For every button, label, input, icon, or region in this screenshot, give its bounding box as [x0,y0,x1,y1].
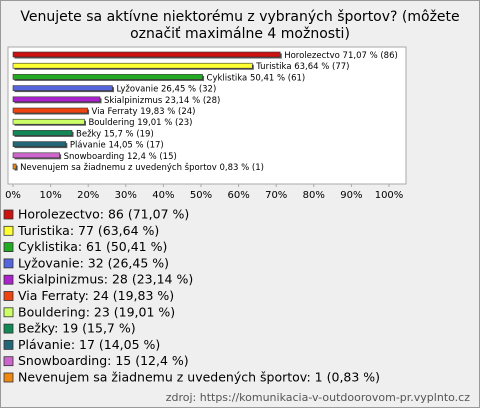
x-tick-label: 10% [39,190,61,201]
x-tick-label: 0% [5,190,21,201]
source: zdroj: https://komunikacia-v-outdoorovom… [166,391,471,404]
bar [12,118,85,125]
bar [12,62,253,69]
bar [12,163,17,170]
legend-swatch [3,339,14,350]
legend-label: Snowboarding: 15 (12,4 %) [18,353,189,368]
legend-label: Turistika: 77 (63,64 %) [17,223,159,238]
value-label: 50,41 % (61) [250,73,305,83]
plot-area [7,46,407,185]
bar-category: Skialpinizmus [104,95,163,105]
bar-category: Horolezectvo [284,51,340,61]
bar-label: Snowboarding 12,4 % (15) [64,151,177,161]
value-label: 12,4 % (15) [127,151,177,161]
value-label: 26,45 % (32) [161,84,216,94]
bar [12,85,113,91]
bar-label: Via Ferraty 19,83 % (24) [92,107,196,117]
x-tick-label: 60% [227,190,249,201]
bar-category: Snowboarding [64,151,125,161]
value-label: 14,05 % (17) [108,140,163,150]
legend-swatch [3,291,14,301]
legend-swatch [3,242,14,253]
legend-label: Bežky: 19 (15,7 %) [18,321,136,336]
legend-label: Via Ferraty: 24 (19,83 %) [18,288,174,303]
x-tick-label: 50% [190,190,212,201]
bar-category: Nevenujem sa žiadnemu z uvedených športo… [20,162,217,173]
bar-label: Lyžovanie 26,45 % (32) [116,84,216,94]
legend-label: Horolezectvo: 86 (71,07 %) [18,207,189,222]
x-tick-label: 30% [115,190,137,201]
bar [12,130,73,136]
bar-label: Nevenujem sa žiadnemu z uvedených športo… [20,162,264,173]
value-label: 0,83 % (1) [219,163,263,173]
legend-label: Cyklistika: 61 (50,41 %) [18,239,167,254]
x-tick-label: 80% [303,190,325,201]
value-label: 15,7 % (19) [104,129,154,139]
bar [12,141,67,147]
x-tick-label: 20% [77,190,99,201]
chart-title: označiť maximálne 4 možnosti) [130,26,350,42]
bar-label: Skialpinizmus 23,14 % (28) [104,95,220,105]
value-label: 19,83 % (24) [140,107,195,117]
bar [12,51,281,58]
bar [12,74,203,80]
value-label: 63,64 % (77) [294,62,349,72]
x-tick-label: 40% [152,190,174,201]
value-label: 23,14 % (28) [165,95,220,105]
legend-swatch [3,225,14,236]
legend-swatch [3,323,14,334]
bar-category: Bežky [76,129,101,139]
legend-swatch [3,372,14,383]
legend-label: Lyžovanie: 32 (26,45 %) [18,255,169,270]
bar-category: Cyklistika [207,73,248,83]
legend-swatch [3,356,14,367]
bar [12,96,101,103]
legend-label: Skialpinizmus: 28 (23,14 %) [18,272,193,287]
x-tick-label: 70% [265,190,287,201]
legend-swatch [3,209,14,220]
bar-label: Turistika 63,64 % (77) [255,62,349,72]
bar-category: Plávanie [70,140,106,150]
bar-label: Plávanie 14,05 % (17) [70,140,164,150]
legend-label: Nevenujem sa žiadnemu z uvedených športo… [18,370,380,385]
legend-label: Bouldering: 23 (19,01 %) [18,304,175,319]
chart-title: Venujete sa aktívne niektorému z vybraný… [20,9,459,25]
value-label: 71,07 % (86) [343,51,398,61]
value-label: 19,01 % (23) [137,118,192,128]
bar-label: Horolezectvo 71,07 % (86) [284,51,398,61]
bar-label: Bouldering 19,01 % (23) [88,118,192,128]
legend-swatch [3,307,14,318]
legend-swatch [3,274,14,285]
bar-category: Lyžovanie [116,84,158,94]
x-tick-label: 100% [375,190,404,201]
bar [12,152,60,159]
bar-label: Cyklistika 50,41 % (61) [207,73,306,83]
x-tick-label: 90% [340,190,362,201]
bar-label: Bežky 15,7 % (19) [76,129,154,139]
bar-category: Turistika [255,62,291,72]
legend-swatch [3,258,14,269]
bar [12,107,88,114]
legend-label: Plávanie: 17 (14,05 %) [18,337,160,352]
bar-category: Via Ferraty [92,107,138,117]
bar-category: Bouldering [88,118,134,128]
